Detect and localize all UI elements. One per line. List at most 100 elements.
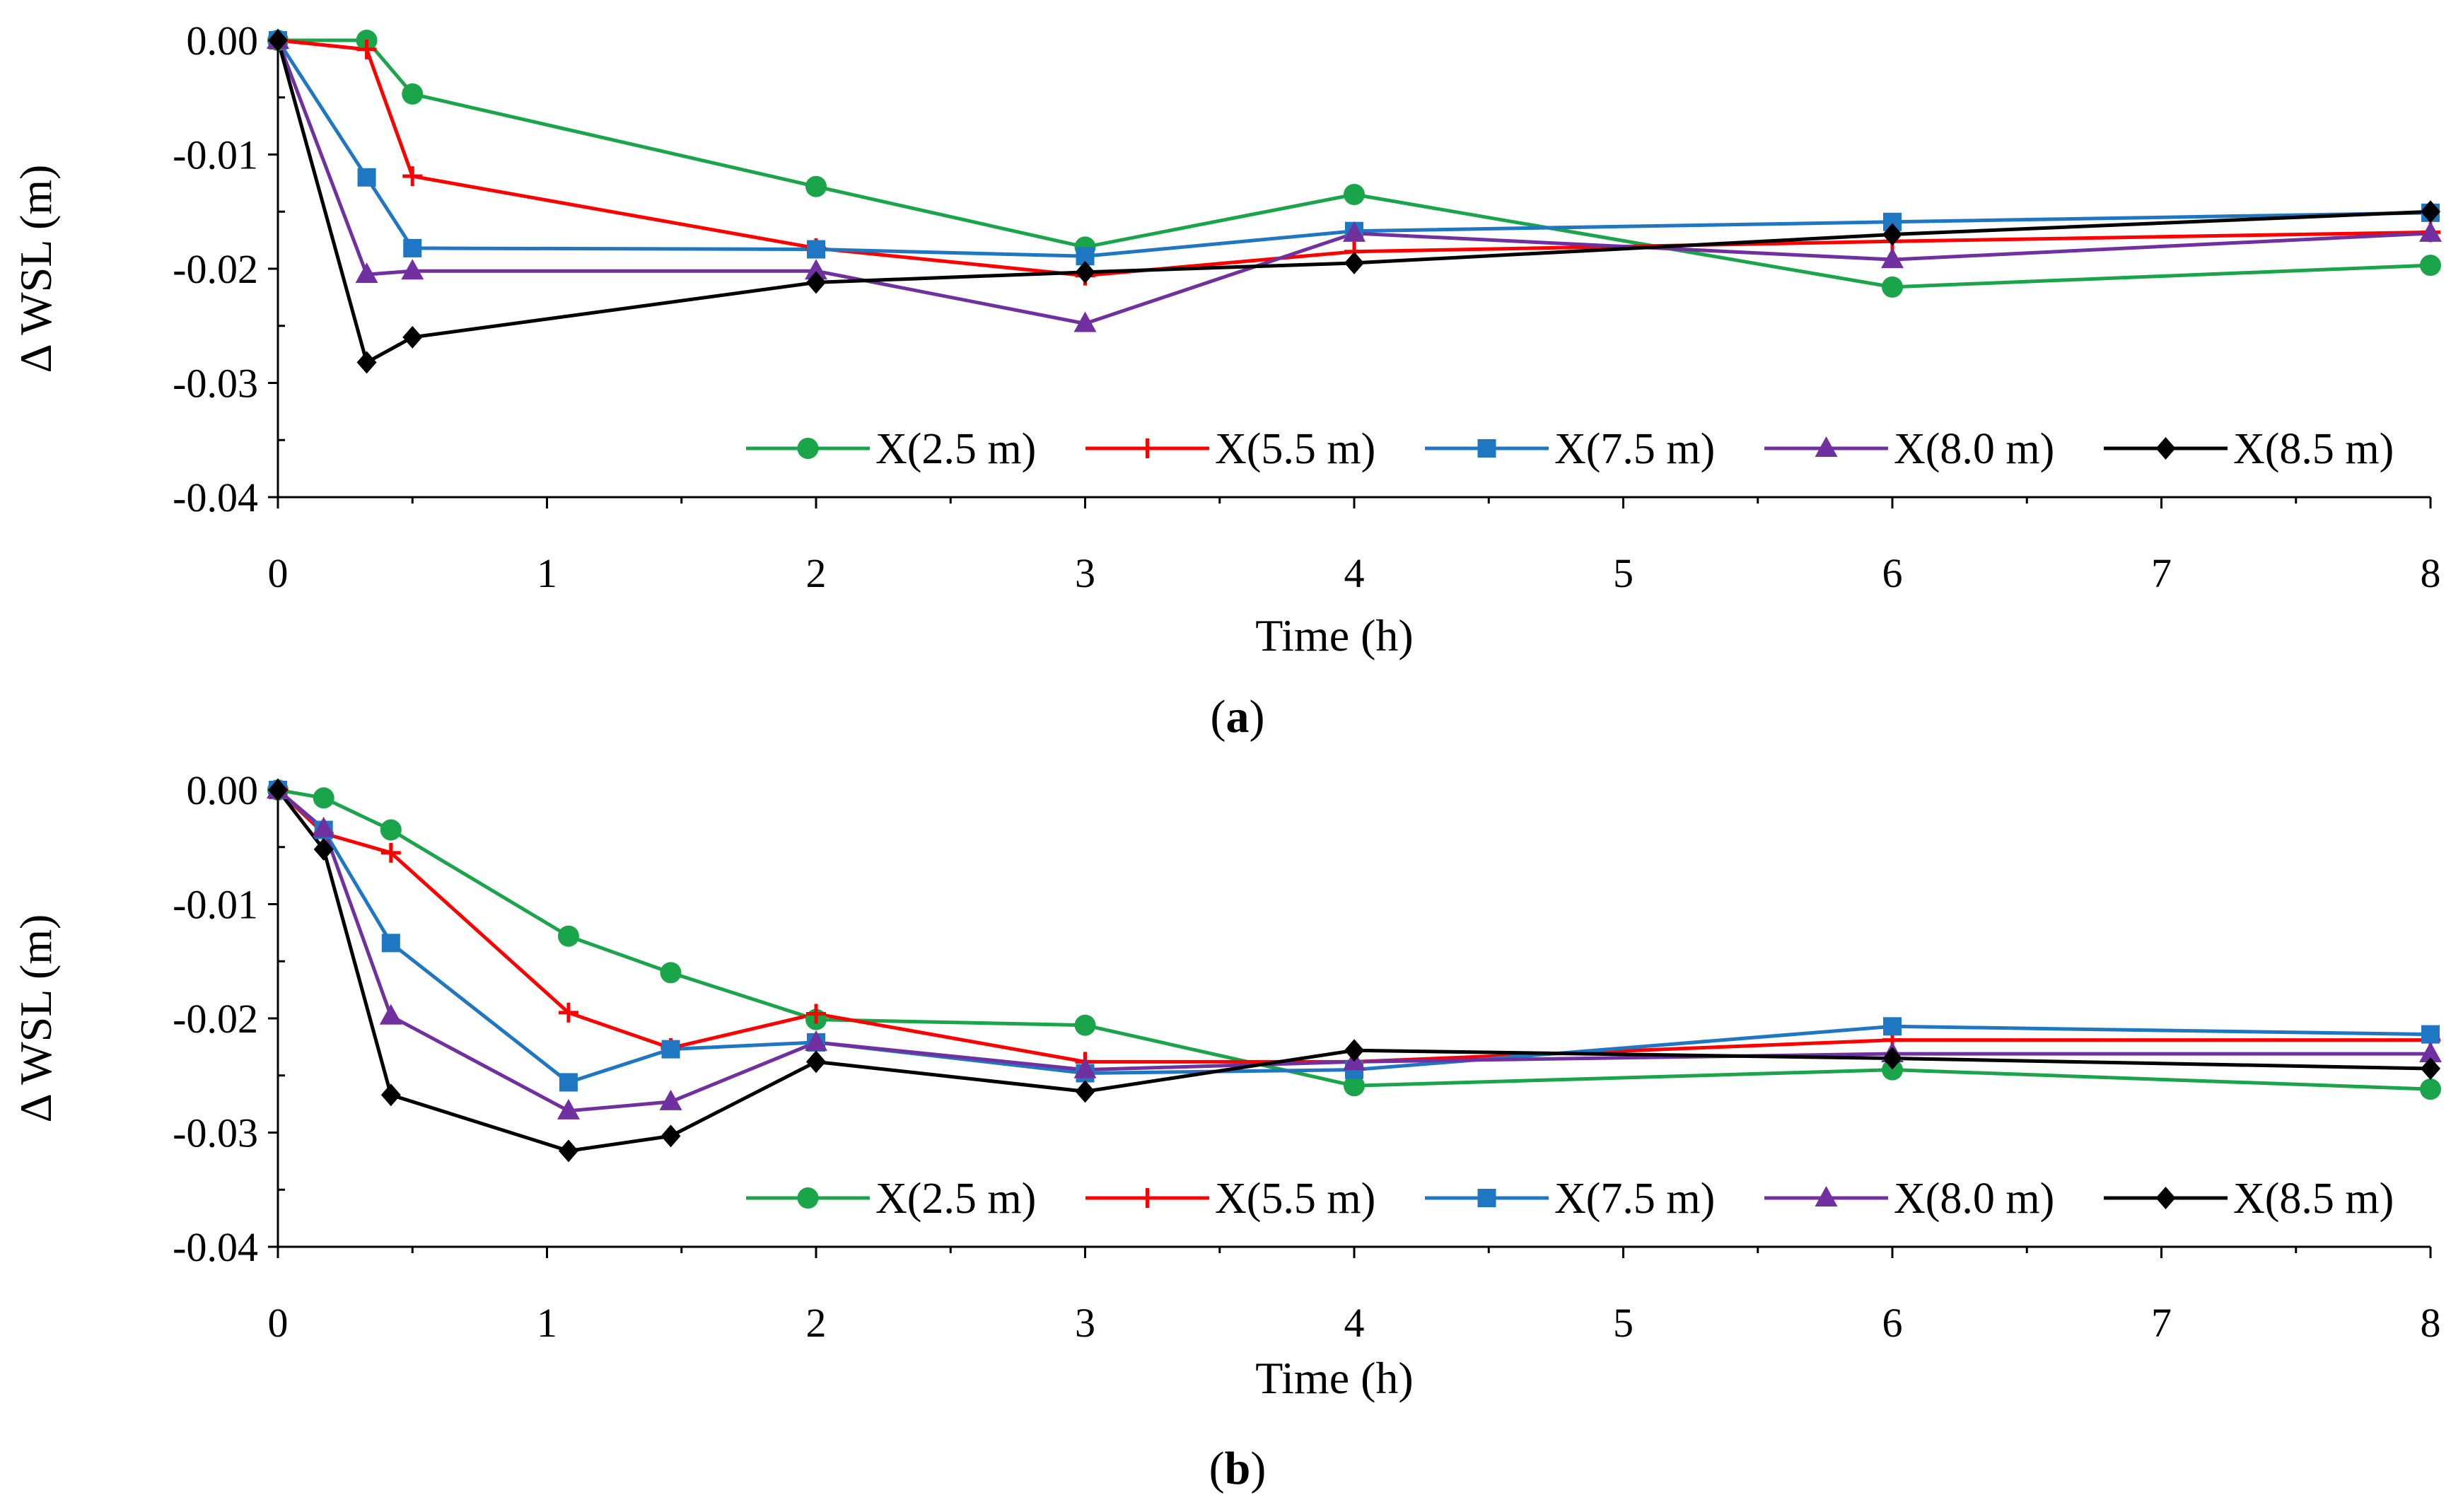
data-point-series-1 (557, 925, 579, 947)
data-point-series-5 (1344, 251, 1364, 274)
data-point-series-3 (559, 1073, 578, 1092)
y-tick-label: -0.01 (173, 132, 258, 178)
x-tick-label: 4 (1344, 1300, 1365, 1346)
legend-label-5: X(8.5 m) (2233, 1175, 2394, 1223)
data-point-series-5 (806, 271, 826, 294)
y-tick-label: 0.00 (187, 767, 259, 813)
data-point-series-3 (1883, 1017, 1902, 1036)
x-tick-label: 0 (268, 550, 289, 596)
x-tick-label: 5 (1613, 550, 1634, 596)
x-axis-title: Time (h) (1255, 1353, 1413, 1403)
data-point-series-4 (805, 259, 827, 280)
x-tick-label: 7 (2151, 550, 2172, 596)
data-point-series-5 (1075, 1080, 1095, 1103)
series-line-1 (277, 788, 2431, 1091)
data-point-series-5 (313, 837, 334, 861)
data-point-series-1 (2420, 1078, 2441, 1100)
legend-marker-1 (797, 1187, 819, 1209)
chart-panel-b: (b) 0.00 -0.01 -0.02 -0.03 -0.040 1 2 3 4 5 6 7 8 Tim… (11, 767, 2442, 1494)
x-axis-title: Time (h) (1255, 610, 1413, 661)
series-line-5 (276, 40, 2431, 364)
data-point-series-3 (357, 168, 376, 187)
series-line-4 (276, 789, 2430, 1113)
legend-marker-2 (1137, 438, 1158, 458)
legend-label-3: X(7.5 m) (1554, 1175, 1715, 1223)
y-tick-label: -0.02 (173, 996, 258, 1042)
legend-label-1: X(2.5 m) (875, 1175, 1036, 1223)
series-line-3 (276, 39, 2431, 258)
y-tick-label: -0.04 (173, 1224, 258, 1270)
y-tick-label: -0.01 (173, 882, 258, 928)
data-point-series-4 (2419, 1042, 2442, 1063)
data-point-series-5 (1075, 260, 1095, 284)
data-point-series-2 (380, 842, 401, 863)
data-point-series-4 (659, 1089, 682, 1110)
data-point-series-1 (1074, 1014, 1096, 1036)
y-tick-label: -0.03 (173, 1110, 258, 1156)
data-point-series-4 (1881, 248, 1904, 269)
legend-marker-3 (1477, 1189, 1496, 1207)
legend: X(2.5 m) X(5.5 m) X(7.5 m) X(8.0 m) X(8.5 m) (746, 425, 2394, 473)
data-point-series-1 (1344, 184, 1365, 206)
data-point-series-3 (403, 238, 422, 257)
data-point-series-5 (1344, 1039, 1364, 1062)
legend-marker-5 (2155, 1187, 2176, 1209)
x-tick-label: 2 (806, 1300, 827, 1346)
data-point-series-4 (1343, 221, 1366, 242)
data-point-series-2 (356, 39, 377, 59)
series-line-2 (276, 789, 2430, 1064)
y-tick-label: -0.04 (173, 475, 258, 521)
data-point-series-3 (381, 934, 400, 953)
x-tick-label: 0 (268, 1300, 289, 1346)
data-point-series-1 (313, 787, 334, 809)
x-tick-label: 8 (2421, 550, 2441, 596)
legend-marker-4 (1815, 1186, 1838, 1206)
x-tick-label: 7 (2151, 1300, 2172, 1346)
data-point-series-1 (1344, 1075, 1365, 1097)
legend-marker-2 (1137, 1188, 1158, 1208)
data-point-series-4 (1073, 311, 1097, 332)
data-point-series-4 (1073, 1057, 1097, 1078)
x-tick-label: 5 (1613, 1300, 1634, 1346)
data-point-series-5 (806, 1050, 826, 1074)
y-tick-label: -0.03 (173, 361, 258, 407)
data-point-series-1 (380, 819, 402, 841)
data-point-series-5 (660, 1124, 681, 1148)
data-point-series-5 (1882, 1047, 1902, 1070)
data-point-series-1 (805, 175, 827, 197)
legend-label-4: X(8.0 m) (1894, 1175, 2054, 1223)
legend-label-3: X(7.5 m) (1554, 425, 1715, 473)
y-axis-title: Δ WSL (m) (11, 914, 61, 1123)
legend-label-4: X(8.0 m) (1894, 425, 2054, 473)
data-point-series-4 (379, 1004, 402, 1025)
legend-label-5: X(8.5 m) (2233, 425, 2394, 473)
legend-label-1: X(2.5 m) (875, 425, 1036, 473)
legend-marker-4 (1815, 436, 1838, 457)
x-tick-label: 1 (537, 1300, 557, 1346)
data-point-series-3 (2421, 1025, 2440, 1044)
legend-marker-3 (1477, 439, 1496, 458)
y-axis-title: Δ WSL (m) (11, 165, 61, 373)
data-point-series-3 (661, 1040, 680, 1059)
data-point-series-5 (356, 351, 377, 374)
panel-label-b: (b) (1209, 1443, 1267, 1494)
data-point-series-5 (268, 29, 288, 52)
data-point-series-5 (380, 1083, 401, 1107)
x-tick-label: 1 (537, 550, 557, 596)
series-line-4 (276, 40, 2431, 326)
data-point-series-4 (312, 816, 335, 837)
legend-label-2: X(5.5 m) (1215, 1175, 1375, 1223)
legend-marker-5 (2155, 437, 2176, 460)
series-line-2 (277, 38, 2431, 278)
x-tick-label: 6 (1882, 1300, 1903, 1346)
x-tick-label: 3 (1075, 550, 1095, 596)
data-point-series-1 (1882, 1059, 1903, 1081)
data-point-series-5 (558, 1139, 578, 1163)
data-point-series-1 (402, 83, 424, 105)
data-point-series-4 (401, 259, 424, 280)
data-point-series-1 (1882, 276, 1903, 298)
legend-label-2: X(5.5 m) (1215, 425, 1375, 473)
x-tick-label: 6 (1882, 550, 1903, 596)
data-point-series-2 (806, 1004, 826, 1024)
